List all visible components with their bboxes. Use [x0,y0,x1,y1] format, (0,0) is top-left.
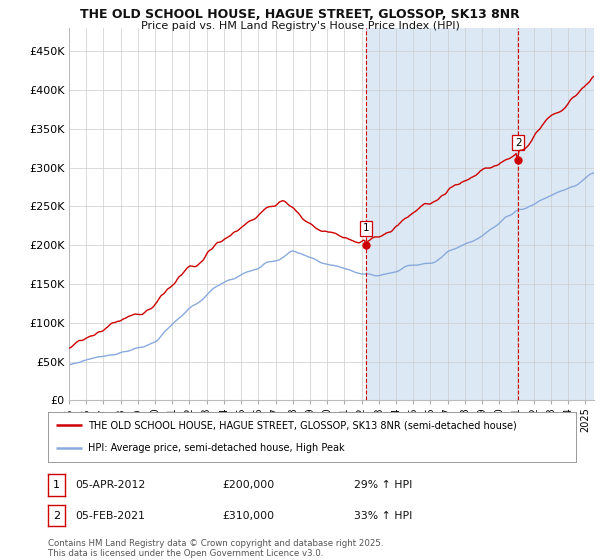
Bar [518,28,594,400]
Text: 1: 1 [363,223,370,233]
Text: Price paid vs. HM Land Registry's House Price Index (HPI): Price paid vs. HM Land Registry's House … [140,21,460,31]
Text: 2: 2 [515,138,521,148]
Text: 2: 2 [53,511,60,521]
Text: 33% ↑ HPI: 33% ↑ HPI [354,511,412,521]
Text: 05-FEB-2021: 05-FEB-2021 [75,511,145,521]
Text: £200,000: £200,000 [222,480,274,490]
Text: 1: 1 [53,480,60,490]
Text: 05-APR-2012: 05-APR-2012 [75,480,145,490]
Text: THE OLD SCHOOL HOUSE, HAGUE STREET, GLOSSOP, SK13 8NR: THE OLD SCHOOL HOUSE, HAGUE STREET, GLOS… [80,8,520,21]
Text: THE OLD SCHOOL HOUSE, HAGUE STREET, GLOSSOP, SK13 8NR (semi-detached house): THE OLD SCHOOL HOUSE, HAGUE STREET, GLOS… [88,420,517,430]
Text: HPI: Average price, semi-detached house, High Peak: HPI: Average price, semi-detached house,… [88,444,344,454]
Text: 29% ↑ HPI: 29% ↑ HPI [354,480,412,490]
Text: £310,000: £310,000 [222,511,274,521]
Text: Contains HM Land Registry data © Crown copyright and database right 2025.
This d: Contains HM Land Registry data © Crown c… [48,539,383,558]
Bar [366,28,518,400]
